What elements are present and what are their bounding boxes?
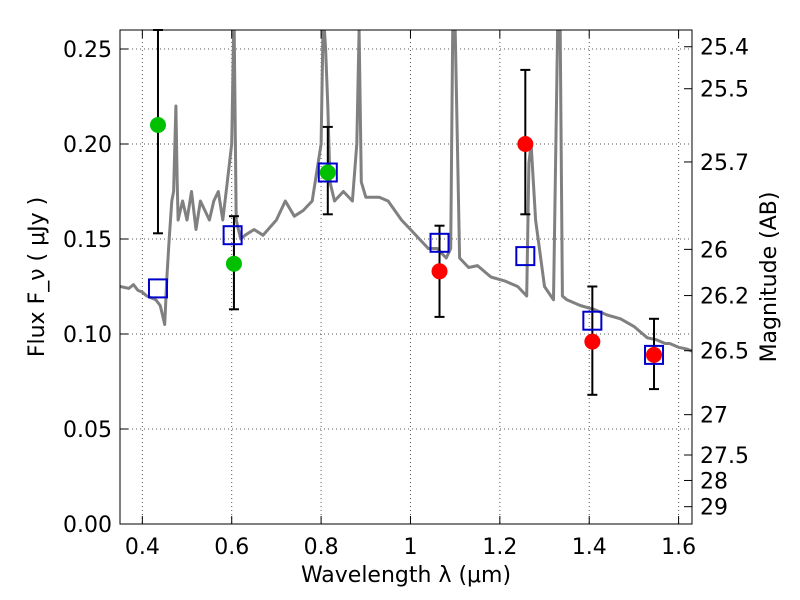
green-data-point [149, 117, 166, 133]
y2-tick-label: 25.5 [700, 78, 749, 103]
y2-axis-label: Magnitude (AB) [757, 192, 782, 363]
model-flux-box [582, 310, 603, 331]
model-flux-box [644, 344, 665, 365]
errorbar-layer [152, 29, 660, 396]
y-tick-label: 0.00 [63, 513, 112, 538]
model-flux-box [515, 246, 536, 267]
tick-layer: 0.4 0.6 0.8 1 1.2 1.4 1.6 0.00 0.05 0.10 0.15 0.20 0… [63, 30, 749, 560]
grid-layer [120, 30, 692, 525]
y-tick-label: 0.10 [63, 323, 112, 348]
point-layer [149, 117, 663, 363]
sed-curve-layer [120, 30, 692, 353]
y-tick-label: 0.25 [63, 38, 112, 63]
y-tick-label: 0.20 [63, 133, 112, 158]
model-flux-box [222, 225, 243, 246]
model-flux-box [147, 278, 168, 299]
y2-tick-label: 28 [700, 469, 728, 494]
x-tick-label: 1 [403, 535, 417, 560]
plot-frame [119, 29, 693, 525]
red-data-point [646, 346, 663, 363]
green-data-point [319, 164, 336, 181]
y2-tick-label: 26 [700, 238, 728, 263]
sed-model-line [120, 30, 692, 353]
x-tick-label: 1.4 [572, 535, 607, 560]
x-axis-label: Wavelength λ (μm) [301, 563, 511, 588]
y-axis-label: Flux F_ν ( μJy ) [25, 197, 50, 357]
red-data-point [584, 333, 601, 350]
x-tick-label: 0.6 [214, 535, 249, 560]
y-tick-label: 0.05 [63, 418, 112, 443]
y2-tick-label: 29 [700, 496, 728, 521]
x-tick-label: 1.2 [482, 535, 517, 560]
red-data-point [431, 263, 448, 280]
y2-tick-label: 26.2 [700, 285, 749, 310]
y2-tick-label: 26.5 [700, 340, 749, 365]
x-tick-label: 0.8 [304, 535, 339, 560]
model-flux-box [317, 162, 338, 183]
model-box-layer [147, 162, 665, 365]
x-tick-label: 0.4 [125, 535, 160, 560]
y2-tick-label: 27.5 [700, 444, 749, 469]
y2-tick-label: 25.4 [700, 36, 749, 61]
x-tick-label: 1.6 [661, 535, 696, 560]
red-data-point [517, 136, 534, 152]
y-tick-label: 0.15 [63, 228, 112, 253]
green-data-point [225, 255, 242, 272]
model-flux-box [429, 232, 450, 253]
y2-tick-label: 25.7 [700, 151, 749, 176]
y2-tick-label: 27 [700, 404, 728, 429]
